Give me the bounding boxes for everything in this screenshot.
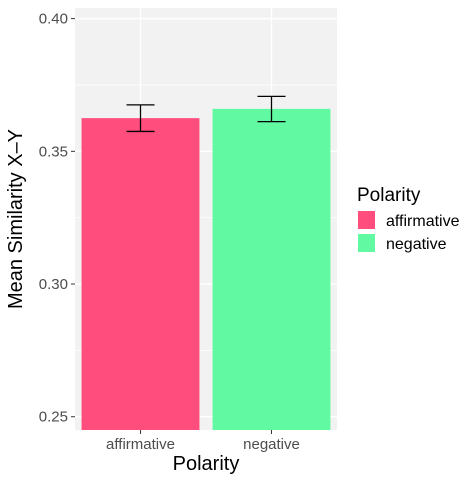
bar-affirmative xyxy=(81,118,200,430)
legend-label-affirmative: affirmative xyxy=(386,213,460,230)
legend-swatch-negative xyxy=(358,234,375,252)
legend-swatch-affirmative xyxy=(358,211,375,229)
legend: Polarity affirmative negative xyxy=(357,185,460,253)
y-tick-label: 0.25 xyxy=(39,409,68,426)
legend-title: Polarity xyxy=(357,185,421,206)
legend-label-negative: negative xyxy=(386,236,447,253)
x-axis: affirmative negative xyxy=(106,430,300,453)
x-axis-title: Polarity xyxy=(173,453,240,475)
bar-negative xyxy=(212,108,331,430)
y-tick-label: 0.30 xyxy=(39,276,68,293)
error-bar-affirmative xyxy=(126,104,155,133)
x-tick-label-affirmative: affirmative xyxy=(106,436,175,453)
y-tick-label: 0.35 xyxy=(39,143,68,160)
x-tick-label-negative: negative xyxy=(243,436,300,453)
y-tick-label: 0.40 xyxy=(39,11,68,28)
bars xyxy=(81,108,331,430)
error-bar-negative xyxy=(257,95,286,123)
error-bars xyxy=(126,95,286,133)
y-axis-title: Mean Similarity X–Y xyxy=(5,129,27,309)
y-axis: 0.25 0.30 0.35 0.40 xyxy=(39,11,75,426)
